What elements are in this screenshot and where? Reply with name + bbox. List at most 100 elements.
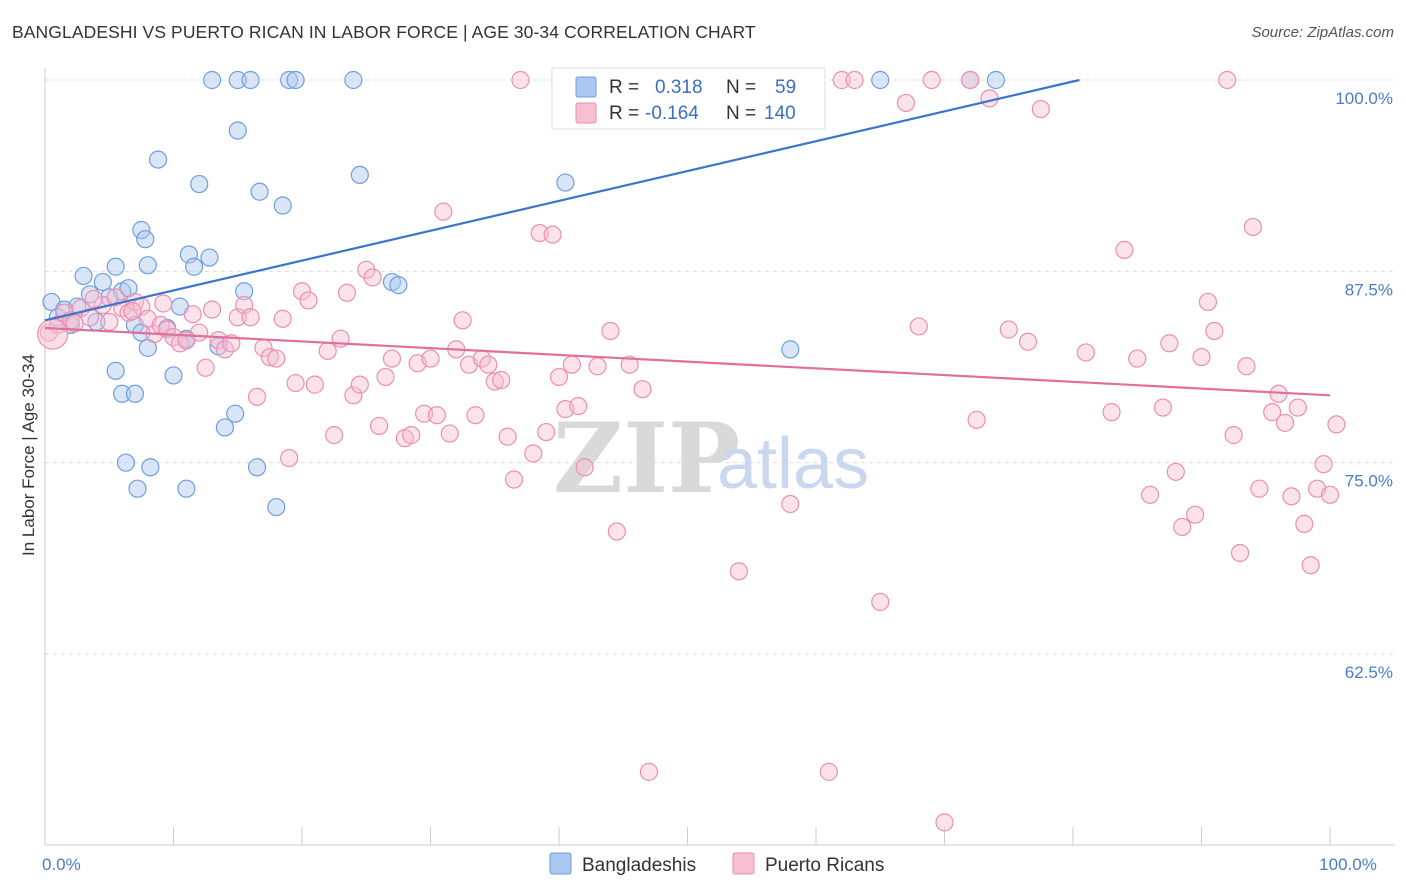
tick-labels: 100.0% 87.5% 75.0% 62.5% 0.0% 100.0% [42, 89, 1393, 874]
data-point [504, 470, 524, 489]
data-point [125, 384, 145, 403]
data-point [909, 317, 928, 336]
y-tick-label: 100.0% [1335, 89, 1393, 108]
data-point [1192, 347, 1211, 367]
data-point [1263, 403, 1282, 422]
series-legend: Bangladeshis Puerto Ricans [549, 852, 884, 876]
data-point [337, 283, 357, 302]
data-point [1230, 543, 1250, 563]
data-point [1320, 485, 1340, 504]
data-point [427, 406, 447, 425]
axes [44, 68, 1395, 846]
data-point [935, 813, 954, 832]
data-point [235, 282, 254, 301]
data-point [922, 70, 941, 90]
data-point [967, 410, 986, 429]
series-legend-label-puerto-ricans: Puerto Ricans [765, 855, 884, 876]
legend-n-label: N = [726, 77, 756, 98]
data-point [228, 70, 247, 90]
x-tick-label: 100.0% [1319, 855, 1377, 874]
data-point [132, 220, 151, 240]
data-point [123, 302, 142, 321]
data-point [106, 288, 125, 307]
data-point [1018, 332, 1038, 351]
data-point [1327, 415, 1346, 434]
data-point [116, 453, 136, 472]
data-point [106, 361, 125, 380]
data-point [440, 424, 459, 443]
data-point [961, 70, 980, 90]
data-point [344, 386, 363, 405]
data-point [575, 458, 594, 477]
data-point [350, 165, 369, 185]
data-point [286, 70, 305, 90]
data-point [1128, 349, 1147, 368]
trend-line [44, 78, 1080, 322]
data-point [241, 308, 260, 327]
data-point [286, 373, 305, 393]
data-point [148, 150, 168, 169]
data-point [485, 372, 504, 391]
data-point [65, 314, 84, 333]
series-legend-label-bangladeshis: Bangladeshis [582, 855, 696, 876]
chart-source: Source: ZipAtlas.com [1251, 24, 1394, 41]
data-point [100, 312, 119, 331]
data-point [1102, 403, 1121, 422]
data-point [421, 349, 440, 368]
data-point [200, 248, 219, 267]
data-point [524, 444, 543, 463]
data-point [1224, 426, 1243, 445]
y-tick-label: 62.5% [1345, 663, 1393, 682]
watermark-atlas: atlas [717, 424, 869, 504]
data-point [299, 291, 318, 310]
watermark-zip: ZIP [553, 402, 740, 515]
data-point [1185, 505, 1205, 524]
legend-r-value: 0.318 [655, 77, 703, 98]
data-point [202, 70, 222, 90]
data-point [93, 272, 112, 292]
data-point [832, 70, 851, 90]
y-axis-title: In Labor Force | Age 30-34 [19, 354, 38, 556]
data-point [1140, 485, 1160, 504]
data-point [215, 418, 234, 437]
data-point [292, 282, 312, 301]
data-point [138, 256, 157, 275]
data-point [845, 70, 864, 90]
data-point [177, 479, 196, 498]
data-point [260, 347, 279, 367]
trend-line [44, 326, 1331, 397]
data-point [498, 427, 517, 446]
data-point [537, 422, 556, 442]
data-point [434, 202, 453, 221]
data-point [1218, 70, 1237, 90]
data-point [363, 268, 382, 287]
correlation-legend: R = 0.318 N = 59 R = -0.164 N = 140 [551, 67, 826, 130]
legend-swatch-bangladeshis [575, 76, 597, 98]
y-tick-label: 75.0% [1345, 472, 1393, 491]
data-point [196, 358, 215, 377]
series-legend-swatch-bangladeshis [549, 852, 572, 875]
data-point [1205, 321, 1224, 341]
data-point [1173, 517, 1192, 537]
data-point [466, 406, 485, 425]
grid-lines [45, 79, 1395, 655]
data-point [1301, 556, 1320, 575]
data-point [350, 375, 369, 394]
data-point [190, 323, 209, 342]
data-point [325, 426, 344, 445]
y-tick-label: 87.5% [1345, 280, 1393, 299]
data-point [781, 340, 800, 359]
legend-r-label: R = [609, 77, 639, 98]
data-point [1250, 479, 1269, 498]
data-point [819, 762, 838, 781]
data-point [267, 497, 286, 517]
data-point [184, 257, 204, 276]
data-point [402, 426, 421, 445]
legend-r-value: -0.164 [645, 103, 699, 124]
data-point [84, 289, 103, 308]
data-point [549, 367, 569, 387]
watermark: ZIP atlas [553, 402, 869, 515]
data-point [267, 349, 286, 368]
data-point [318, 341, 337, 361]
